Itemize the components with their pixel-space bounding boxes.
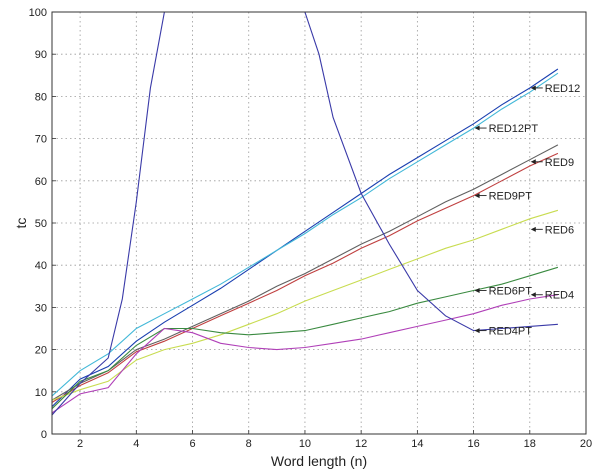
series-line-red12 bbox=[52, 68, 559, 407]
series-annotation-red9: RED9 bbox=[530, 157, 574, 169]
y-tick-label: 100 bbox=[29, 7, 47, 19]
x-axis-label: Word length (n) bbox=[271, 453, 367, 469]
y-tick-label: 80 bbox=[35, 91, 47, 103]
series-line-red6pt bbox=[52, 266, 559, 410]
series-annotation-red9pt: RED9PT bbox=[474, 191, 533, 203]
tick-labels: 2 4 6 8 10 12 14 16 18 20 0 10 20 30 40 50 60 70 80 90 100 bbox=[29, 7, 592, 450]
series-line-red12pt bbox=[52, 72, 559, 397]
x-tick-label: 6 bbox=[189, 438, 195, 450]
series-annotation-red6: RED6 bbox=[530, 224, 574, 236]
y-tick-label: 90 bbox=[35, 49, 47, 61]
series-line-red4 bbox=[52, 294, 558, 414]
series-label: RED12PT bbox=[489, 123, 539, 135]
y-axis-label: tᴄ bbox=[13, 218, 29, 229]
series-line-red9pt bbox=[52, 152, 559, 403]
grid bbox=[52, 12, 586, 434]
x-tick-label: 20 bbox=[580, 438, 592, 450]
series-line-red9 bbox=[52, 144, 559, 401]
series-line-red6 bbox=[52, 209, 559, 401]
series-annotations: RED12 RED12PT RED9 RED9PT RED6 RED6PT RED4 RED4… bbox=[474, 83, 580, 338]
series-annotation-red12: RED12 bbox=[530, 83, 580, 95]
y-tick-label: 50 bbox=[35, 218, 47, 230]
y-tick-label: 20 bbox=[35, 345, 47, 357]
series-label: RED12 bbox=[545, 83, 580, 95]
x-tick-label: 14 bbox=[411, 438, 423, 450]
series-label: RED4 bbox=[545, 290, 574, 302]
series-label: RED9 bbox=[545, 157, 574, 169]
y-tick-label: 70 bbox=[35, 134, 47, 146]
series-annotation-red4: RED4 bbox=[530, 290, 574, 302]
y-tick-label: 30 bbox=[35, 302, 47, 314]
x-tick-label: 8 bbox=[246, 438, 252, 450]
x-tick-label: 2 bbox=[77, 438, 83, 450]
x-tick-label: 12 bbox=[355, 438, 367, 450]
y-tick-label: 60 bbox=[35, 176, 47, 188]
series-annotation-red6pt: RED6PT bbox=[474, 286, 533, 298]
y-tick-label: 40 bbox=[35, 260, 47, 272]
y-tick-label: 0 bbox=[41, 429, 47, 441]
series-label: RED6 bbox=[545, 224, 574, 236]
series-label: RED9PT bbox=[489, 191, 533, 203]
x-tick-label: 4 bbox=[133, 438, 139, 450]
y-tick-label: 10 bbox=[35, 387, 47, 399]
x-tick-label: 18 bbox=[524, 438, 536, 450]
series-annotation-red4pt: RED4PT bbox=[474, 326, 533, 338]
x-tick-label: 16 bbox=[467, 438, 479, 450]
series-label: RED4PT bbox=[489, 326, 533, 338]
series-label: RED6PT bbox=[489, 286, 533, 298]
x-tick-label: 10 bbox=[299, 438, 311, 450]
series-annotation-red12pt: RED12PT bbox=[474, 123, 539, 135]
